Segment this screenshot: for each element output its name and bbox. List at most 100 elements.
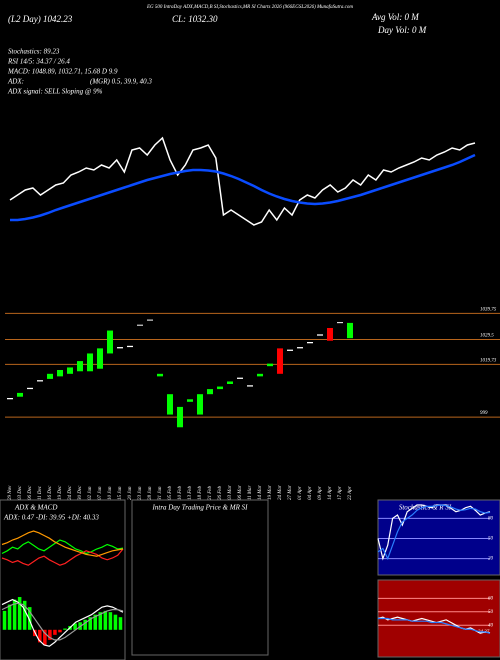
macd-bar	[103, 610, 108, 630]
candle	[257, 373, 263, 377]
macd-bar	[7, 604, 12, 630]
candle	[247, 385, 253, 387]
x-tick-label: 09 Apr	[318, 486, 323, 500]
x-tick-label: 18 Feb	[198, 485, 203, 500]
macd-bar	[22, 600, 27, 630]
macd-bar	[17, 597, 22, 630]
x-tick-label: 26 Feb	[218, 485, 223, 500]
panel	[377, 579, 500, 658]
series-line	[1, 602, 124, 641]
series-line	[378, 617, 491, 634]
x-tick-label: 06 Dec	[28, 485, 33, 500]
x-tick-label: 03 Dec	[18, 485, 23, 500]
candle	[187, 399, 193, 402]
macd-bar	[27, 607, 32, 630]
macd-bar	[43, 629, 47, 645]
x-tick-label: 05 Feb	[168, 485, 173, 500]
series-line	[1, 598, 124, 647]
x-tick-label: 10 Jan	[108, 486, 113, 500]
x-tick-label: 14 Apr	[328, 486, 333, 500]
candle	[37, 380, 43, 382]
x-tick-label: 11 Mar	[248, 485, 253, 500]
candle	[307, 342, 313, 344]
macd-bar	[93, 614, 98, 630]
candle	[167, 394, 173, 415]
x-tick-label: 30 Dec	[78, 485, 83, 500]
candle	[197, 394, 203, 415]
series-line	[1, 539, 124, 555]
series-line	[1, 548, 124, 566]
annotation: (MGR) 0.5, 39.9, 40.3	[90, 78, 152, 86]
y-tick-label: 60	[488, 597, 494, 602]
candle	[267, 363, 273, 367]
candle	[317, 334, 323, 336]
candle	[177, 406, 183, 428]
annotation: ADX signal: SELL Sloping @ 9%	[7, 88, 103, 96]
annotation: ADX: 0.47 -DI: 39.95 +DI: 40.33	[3, 514, 99, 522]
candle	[127, 345, 133, 348]
annotation: (L2 Day) 1042.23	[8, 14, 73, 24]
x-tick-label: 20 Jan	[128, 486, 133, 500]
macd-bar	[118, 617, 123, 630]
x-tick-label: 24 Mar	[278, 485, 283, 500]
annotation: Stochastics: 89.23	[8, 48, 60, 56]
x-tick-label: 16 Dec	[48, 485, 53, 500]
panel	[377, 499, 500, 576]
panel-title: ADX & MACD	[14, 504, 57, 512]
macd-bar	[2, 610, 7, 630]
candle	[227, 381, 233, 384]
y-tick-label: 1029.5	[480, 334, 494, 339]
x-tick-label: 22 Apr	[348, 486, 353, 500]
series-line	[377, 616, 491, 634]
candle	[137, 324, 143, 326]
candle	[277, 348, 283, 374]
x-tick-label: 03 Mar	[228, 485, 233, 500]
macd-bar	[73, 623, 77, 630]
y-tick-label: 1019.73	[480, 358, 497, 363]
macd-bar	[48, 629, 52, 640]
candle	[57, 370, 63, 377]
candle	[287, 349, 293, 351]
y-tick-label: 999	[480, 411, 488, 416]
panel-title: Stochastics & R SI	[399, 504, 452, 512]
macd-bar	[98, 612, 103, 630]
macd-bar	[53, 629, 57, 635]
macd-bar	[12, 599, 17, 630]
candle	[87, 353, 93, 372]
panel	[0, 499, 126, 660]
x-tick-label: 24 Dec	[68, 485, 73, 500]
candle	[337, 322, 343, 324]
annotation: Day Vol: 0 M	[377, 25, 427, 35]
x-tick-label: 19 Dec	[58, 485, 63, 500]
candle	[157, 373, 163, 377]
x-tick-label: 04 Apr	[308, 486, 313, 500]
candle	[107, 330, 113, 354]
macd-bar	[63, 628, 67, 630]
x-tick-label: 15 Jan	[118, 486, 123, 500]
x-tick-label: 27 Mar	[288, 485, 293, 500]
candle	[7, 398, 13, 400]
x-tick-label: 02 Jan	[88, 486, 93, 500]
series-line	[9, 136, 476, 226]
x-tick-label: 10 Feb	[178, 485, 183, 500]
x-tick-label: 31 Jan	[158, 486, 163, 500]
x-tick-label: 11 Dec	[38, 485, 43, 500]
series-line	[10, 153, 476, 222]
x-tick-label: 28 Jan	[148, 486, 153, 500]
macd-bar	[88, 617, 92, 630]
chart-title: EG 500 IntraDay ADX,MACD,B SI,Stochastic…	[146, 5, 353, 10]
y-tick-label: 20	[488, 557, 494, 562]
macd-bar	[113, 614, 118, 630]
x-tick-label: 29 Nov	[8, 485, 13, 500]
macd-bar	[58, 629, 62, 633]
series-line	[1, 530, 124, 557]
panel	[131, 499, 269, 656]
macd-bar	[83, 619, 87, 630]
x-tick-label: 07 Jan	[98, 486, 103, 500]
candle	[97, 348, 103, 369]
annotation: Avg Vol: 0 M	[371, 12, 419, 22]
x-tick-label: 23 Jan	[138, 486, 143, 500]
candle	[237, 377, 243, 379]
